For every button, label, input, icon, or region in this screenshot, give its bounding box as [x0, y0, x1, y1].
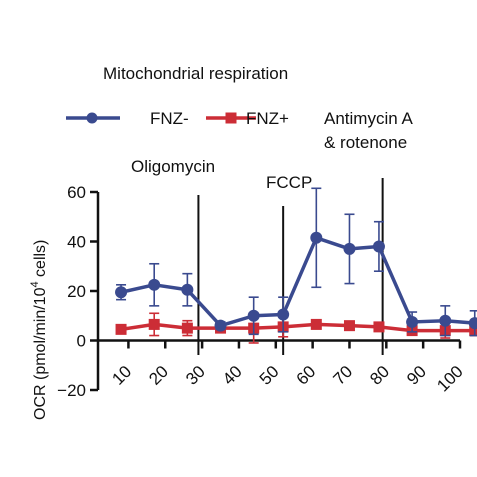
data-point [148, 278, 161, 291]
injection-markers: Oligomycin FCCP Antimycin A & rotenone [131, 109, 413, 355]
data-point [181, 283, 194, 296]
plot-area [115, 187, 477, 344]
x-tick-label: 100 [433, 362, 466, 395]
data-point [148, 318, 160, 330]
y-axis-label: OCR (pmol/min/104 cells) [29, 240, 49, 420]
data-point [310, 231, 323, 244]
data-point [214, 319, 227, 332]
data-point [310, 318, 322, 330]
data-point [343, 320, 355, 332]
legend-fnz-plus-marker [225, 112, 237, 124]
y-axis-label-main: OCR (pmol/min/10 [32, 287, 49, 420]
x-tick-label: 50 [256, 362, 283, 389]
y-axis-label-superscript: 4 [29, 281, 41, 287]
series-fnz-minus [115, 187, 477, 337]
data-point [277, 308, 290, 321]
x-tick-label: 30 [182, 362, 209, 389]
data-point [468, 317, 477, 330]
legend-fnz-minus-label: FNZ- [150, 109, 189, 128]
data-point [115, 323, 127, 335]
injection-label-line: & rotenone [324, 133, 407, 152]
legend-fnz-minus-marker [86, 112, 98, 124]
data-point [115, 286, 128, 299]
series-fnz-plus [115, 312, 477, 344]
injection-label-line: FCCP [266, 173, 312, 192]
series-line [120, 322, 475, 333]
y-tick-label: 60 [67, 183, 86, 202]
data-point [373, 321, 385, 333]
x-tick-label: 80 [366, 362, 393, 389]
data-point [469, 325, 477, 337]
y-tick-label: 40 [67, 233, 86, 252]
data-point [372, 240, 385, 253]
legend-fnz-plus-label: FNZ+ [246, 109, 289, 128]
data-point [343, 242, 356, 255]
injection-label-line: Antimycin A [324, 109, 413, 128]
injection-label: Oligomycin [131, 157, 215, 176]
x-tick-label: 20 [145, 362, 172, 389]
data-point [247, 309, 260, 322]
y-tick-label: 0 [77, 332, 86, 351]
injection-label: Antimycin A & rotenone [324, 109, 413, 152]
y-tick-label: 20 [67, 282, 86, 301]
chart-title: Mitochondrial respiration [103, 64, 288, 83]
series-line [120, 236, 475, 328]
x-tick-label: 90 [403, 362, 430, 389]
data-point [181, 322, 193, 334]
x-tick-label: 10 [108, 362, 135, 389]
y-axis-label-unit: cells) [32, 240, 49, 282]
x-tick-label: 70 [329, 362, 356, 389]
x-tick-label: 40 [219, 362, 246, 389]
injection-label-line: Oligomycin [131, 157, 215, 176]
legend: FNZ- FNZ+ [66, 109, 289, 128]
injection-label: FCCP [266, 173, 312, 192]
data-point [406, 315, 419, 328]
y-tick-label: −20 [57, 381, 86, 400]
data-point [439, 314, 452, 327]
x-tick-label: 60 [293, 362, 320, 389]
